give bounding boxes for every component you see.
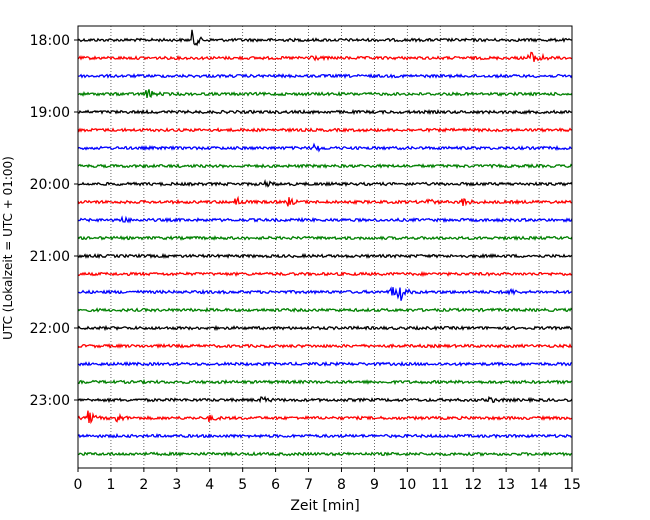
trace-line [77,179,573,188]
x-tick-label: 10 [398,477,416,493]
y-tick-label: 22:00 [30,321,70,337]
trace-line [77,432,573,439]
trace-line [77,89,573,99]
trace-line [77,195,573,207]
x-axis-label: Zeit [min] [290,498,359,514]
x-tick-label: 15 [563,477,581,493]
trace-line [77,235,573,241]
trace-line [77,51,573,62]
x-tick-label: 3 [172,477,181,493]
x-tick-label: 5 [238,477,247,493]
x-tick-label: 11 [431,477,449,493]
x-tick-label: 14 [530,477,548,493]
trace-line [77,324,573,332]
trace-line [77,108,573,116]
y-tick-label: 20:00 [30,177,70,193]
trace-line [77,410,573,425]
x-tick-label: 13 [497,477,515,493]
y-tick-label: 21:00 [30,249,70,265]
trace-line [77,252,573,260]
trace-line [77,127,573,134]
y-tick-label: 18:00 [30,33,70,49]
trace-line [77,395,573,404]
x-tick-label: 1 [106,477,115,493]
trace-line [77,306,573,313]
y-axis-label: UTC (Lokalzeit = UTC + 01:00) [1,156,15,340]
plot-frame [77,25,573,469]
plot-background [78,26,572,468]
trace-line [77,215,573,224]
x-tick-label: 4 [205,477,214,493]
trace-line [77,72,573,80]
y-axis-ticks: 18:00 19:00 20:00 21:00 22:00 23:00 [30,33,78,409]
trace-line [77,163,573,170]
x-tick-label: 7 [304,477,313,493]
trace-line [77,286,573,301]
y-tick-label: 19:00 [30,105,70,121]
x-axis-ticks: 0 1 2 3 4 5 6 7 8 9 10 11 12 13 14 15 [74,468,581,493]
trace-line [77,343,573,349]
trace-line [77,142,573,153]
trace-line [77,378,573,386]
x-tick-label: 12 [464,477,482,493]
x-tick-label: 8 [337,477,346,493]
seismic-traces [77,29,573,458]
x-tick-label: 9 [370,477,379,493]
x-tick-label: 2 [139,477,148,493]
x-tick-label: 0 [74,477,83,493]
trace-line [77,451,573,458]
trace-line [77,270,573,278]
trace-line [77,29,573,47]
x-tick-label: 6 [271,477,280,493]
trace-line [77,360,573,367]
y-tick-label: 23:00 [30,393,70,409]
